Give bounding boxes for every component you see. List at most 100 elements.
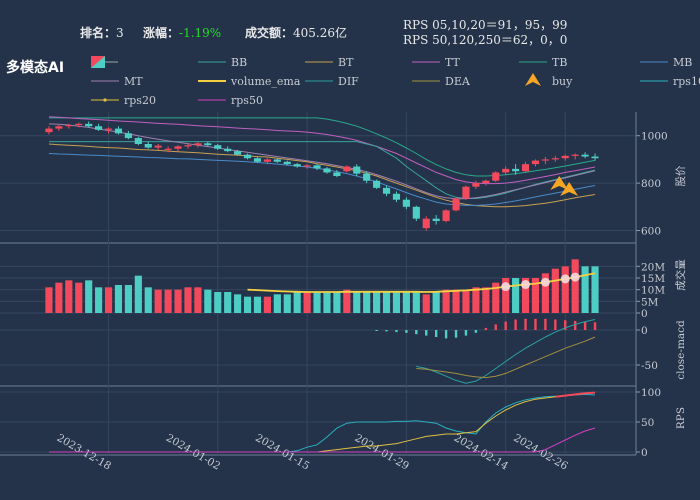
candle-body-1 xyxy=(55,126,63,129)
candle-body-5 xyxy=(95,126,103,130)
candle-body-24 xyxy=(283,161,291,165)
volume-bar-6 xyxy=(104,287,113,313)
volume-bar-0 xyxy=(45,287,53,313)
volume-bar-39 xyxy=(432,292,440,313)
turnover: 成交额：405.26亿 xyxy=(245,24,347,41)
volume-bar-55 xyxy=(591,266,599,313)
rps-axis-label: RPS xyxy=(675,407,687,429)
rps50-line xyxy=(49,427,596,453)
legend-DIF-label: DIF xyxy=(338,75,359,88)
candle-body-32 xyxy=(363,173,371,181)
candle-body-43 xyxy=(472,183,480,187)
candle-body-42 xyxy=(462,186,470,199)
volume-bar-52 xyxy=(561,266,569,313)
volume-bar-45 xyxy=(492,282,500,313)
volume-bar-18 xyxy=(224,292,232,313)
volume-bar-35 xyxy=(392,292,401,313)
volume-ema-line xyxy=(247,272,596,293)
rps-highlight-line xyxy=(555,391,596,398)
price-axis-label: 股价 xyxy=(675,165,687,186)
macd-bar-39 xyxy=(434,330,438,337)
candle-body-36 xyxy=(402,199,410,207)
legend-buy-label: buy xyxy=(552,75,573,88)
volume-tick-label-3: 15M xyxy=(641,273,665,285)
volume-bar-30 xyxy=(343,289,351,313)
macd-bar-33 xyxy=(375,330,378,331)
candle-body-17 xyxy=(214,145,222,149)
candle-body-35 xyxy=(392,193,401,200)
candle-body-25 xyxy=(293,164,301,167)
change: 涨幅：-1.19% xyxy=(143,24,221,41)
candle-body-9 xyxy=(134,138,142,144)
candle-body-26 xyxy=(303,165,311,167)
candle-body-55 xyxy=(591,156,599,159)
price-tick-label-0: 600 xyxy=(641,226,661,238)
volume-bar-22 xyxy=(263,296,271,313)
volume-bar-34 xyxy=(382,292,391,313)
candle-body-52 xyxy=(561,155,569,159)
line-BT xyxy=(48,143,596,208)
candle-body-51 xyxy=(551,158,559,160)
candle-body-50 xyxy=(541,159,549,161)
volume-bar-19 xyxy=(234,294,242,313)
volume-tick-label-0: 0 xyxy=(641,308,648,320)
macd-bar-37 xyxy=(415,330,418,335)
candle-body-48 xyxy=(521,164,530,172)
macd-bar-50 xyxy=(544,318,547,330)
volume-bar-5 xyxy=(95,287,103,313)
legend-DEA-label: DEA xyxy=(445,75,471,88)
candle-body-54 xyxy=(581,154,589,157)
macd-bar-41 xyxy=(454,330,458,338)
volume-bar-54 xyxy=(581,266,589,313)
volume-tick-label-4: 20M xyxy=(641,261,665,273)
turnover-label: 成交额： xyxy=(245,26,294,40)
macd-bar-43 xyxy=(474,330,478,333)
volume-marker-0 xyxy=(501,282,511,292)
volume-bar-37 xyxy=(412,292,420,313)
volume-bar-40 xyxy=(442,289,450,313)
volume-bar-48 xyxy=(521,278,530,313)
volume-bar-2 xyxy=(65,280,73,313)
candle-body-0 xyxy=(45,128,53,133)
macd-bar-45 xyxy=(494,324,497,330)
line-TB xyxy=(49,117,596,177)
candle-body-6 xyxy=(104,128,113,130)
volume-marker-2 xyxy=(540,277,550,287)
candle-body-44 xyxy=(482,180,490,184)
volume-bar-16 xyxy=(204,289,212,313)
volume-marker-1 xyxy=(521,280,531,290)
legend-MT-label: MT xyxy=(124,75,143,88)
macd-tick-label-1: 0 xyxy=(641,325,648,337)
rps-line-1: RPS 05,10,20＝91，95，99 xyxy=(403,18,568,32)
candle-body-28 xyxy=(323,168,331,173)
volume-bar-4 xyxy=(85,280,93,313)
volume-bar-10 xyxy=(144,287,152,313)
volume-bar-3 xyxy=(75,282,83,313)
buy-marker-1 xyxy=(560,182,579,196)
macd-bar-52 xyxy=(564,320,567,330)
candle-body-8 xyxy=(124,133,132,139)
candle-body-14 xyxy=(184,145,192,147)
candle-body-29 xyxy=(333,172,341,176)
volume-bar-13 xyxy=(174,289,182,313)
line-MT xyxy=(48,123,596,200)
macd-bar-42 xyxy=(464,330,468,336)
volume-bar-21 xyxy=(253,296,262,313)
candle-body-37 xyxy=(412,206,420,219)
legend-TT-label: TT xyxy=(445,56,461,69)
volume-bar-44 xyxy=(482,287,490,313)
candle-body-30 xyxy=(343,166,351,172)
volume-bar-33 xyxy=(373,292,381,313)
legend: BB BT TT TB MB MT volume_ema DIF DEA buy rps10 rps2… xyxy=(91,56,700,107)
candle-body-23 xyxy=(273,159,281,162)
candle-body-38 xyxy=(422,218,430,229)
macd-bar-36 xyxy=(405,330,408,333)
change-value: -1.19% xyxy=(179,26,222,40)
rps-tick-label-0: 0 xyxy=(641,447,648,459)
volume-marker-4 xyxy=(570,272,580,282)
candle-body-2 xyxy=(65,125,73,127)
volume-bar-41 xyxy=(452,289,460,313)
macd-bar-54 xyxy=(583,321,587,330)
volume-bar-49 xyxy=(531,278,540,313)
legend-volume-ema-label: volume_ema xyxy=(230,75,301,88)
